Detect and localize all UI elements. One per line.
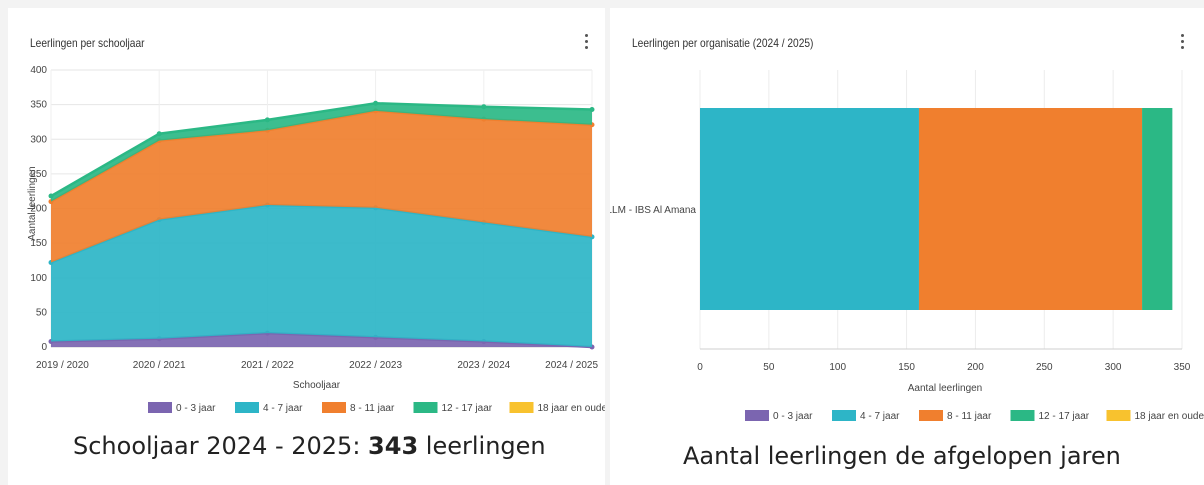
data-point-12-17-jaar — [373, 100, 379, 106]
bar-segment-8-11-jaar — [918, 108, 1143, 310]
legend-item-4-7-jaar[interactable]: 4 - 7 jaar — [235, 402, 303, 414]
x-tick-label: 350 — [1174, 362, 1191, 373]
legend-label: 4 - 7 jaar — [263, 403, 303, 414]
chart-panel-students-per-year: Leerlingen per schooljaar 0 50 100 150 200 25… — [8, 8, 605, 485]
area-12-17-jaar — [51, 103, 592, 202]
area-0-3-jaar — [51, 333, 592, 347]
more-vert-icon[interactable] — [581, 34, 591, 52]
bar-segment-12-17-jaar — [1142, 108, 1173, 310]
data-point-12-17-jaar — [156, 131, 162, 137]
x-tick-label: 50 — [763, 362, 775, 373]
x-tick-label: 200 — [967, 362, 984, 373]
x-tick-label: 2023 / 2024 — [457, 360, 510, 371]
legend-item-12-17-jaar[interactable]: 12 - 17 jaar — [1010, 410, 1090, 422]
x-tick-label: 2019 / 2020 — [36, 360, 89, 371]
data-point-12-17-jaar — [48, 193, 54, 199]
legend-item-4-7-jaar[interactable]: 4 - 7 jaar — [832, 410, 900, 422]
x-axis-title: Schooljaar — [293, 380, 341, 391]
data-point-12-17-jaar — [481, 104, 487, 110]
legend-swatch — [148, 402, 172, 413]
legend-swatch — [235, 402, 259, 413]
legend-swatch — [919, 410, 943, 421]
legend-item-12-17-jaar[interactable]: 12 - 17 jaar — [413, 402, 493, 414]
legend-label: 8 - 11 jaar — [947, 411, 992, 422]
bar-chart: 0 50 100 150 200 250 300 350 31LM - IBS Al Amana… — [610, 70, 1204, 422]
series-line-12-17-jaar — [50, 101, 593, 198]
area-chart: 0 50 100 150 200 250 300 350 400 2019 / 2020 2020 … — [27, 65, 606, 414]
legend-label: 4 - 7 jaar — [860, 411, 900, 422]
x-tick-label: 0 — [697, 362, 703, 373]
legend-item-18-jaar-en-ouder[interactable]: 18 jaar en ouder — [509, 402, 606, 414]
data-point-12-17-jaar — [264, 117, 270, 123]
y-tick-label: 200 — [30, 204, 47, 215]
more-vert-icon[interactable] — [1177, 34, 1187, 52]
legend-label: 12 - 17 jaar — [1039, 411, 1090, 422]
legend-swatch — [832, 410, 856, 421]
panel-title: Leerlingen per schooljaar — [30, 36, 145, 50]
y-category-label: 31LM - IBS Al Amana — [610, 205, 696, 216]
legend-item-8-11-jaar[interactable]: 8 - 11 jaar — [919, 410, 992, 422]
legend-item-0-3-jaar[interactable]: 0 - 3 jaar — [148, 402, 216, 414]
x-axis-title: Aantal leerlingen — [908, 383, 983, 394]
chart-panel-students-per-organisation: Leerlingen per organisatie (2024 / 2025)… — [610, 8, 1204, 485]
legend-swatch — [509, 402, 534, 413]
y-tick-label: 350 — [30, 100, 47, 111]
legend-item-8-11-jaar[interactable]: 8 - 11 jaar — [322, 402, 395, 414]
x-tick-label: 150 — [898, 362, 915, 373]
legend-swatch — [413, 402, 438, 413]
history-caption: Aantal leerlingen de afgelopen jaren — [683, 442, 1121, 470]
x-tick-label: 250 — [1036, 362, 1053, 373]
x-tick-label: 300 — [1105, 362, 1122, 373]
y-tick-label: 50 — [36, 307, 48, 318]
legend-label: 18 jaar en ouder — [1135, 411, 1204, 422]
panel-title: Leerlingen per organisatie (2024 / 2025) — [632, 36, 814, 50]
y-axis-title: Aantal leerlingen — [27, 166, 38, 241]
legend-swatch — [1010, 410, 1035, 421]
y-tick-label: 250 — [30, 169, 47, 180]
area-8-11-jaar — [51, 110, 592, 263]
legend-label: 8 - 11 jaar — [350, 403, 395, 414]
legend-item-0-3-jaar[interactable]: 0 - 3 jaar — [745, 410, 813, 422]
x-tick-label: 100 — [829, 362, 846, 373]
caption-suffix: leerlingen — [418, 432, 546, 460]
data-point-12-17-jaar — [589, 106, 595, 112]
bar-segment-4-7-jaar — [700, 108, 919, 310]
y-tick-label: 150 — [30, 238, 47, 249]
legend-swatch — [1106, 410, 1131, 421]
caption-value: 343 — [368, 432, 419, 460]
area-4-7-jaar — [51, 205, 592, 347]
legend-swatch — [745, 410, 769, 421]
y-tick-label: 100 — [30, 273, 47, 284]
legend-label: 0 - 3 jaar — [773, 411, 813, 422]
x-tick-label: 2022 / 2023 — [349, 360, 402, 371]
caption-prefix: Schooljaar 2024 - 2025: — [73, 432, 369, 460]
x-tick-label: 2024 / 2025 — [545, 360, 598, 371]
y-tick-label: 300 — [30, 134, 47, 145]
legend-item-18-jaar-en-ouder[interactable]: 18 jaar en ouder — [1106, 410, 1204, 422]
legend-label: 12 - 17 jaar — [442, 403, 493, 414]
x-tick-label: 2020 / 2021 — [133, 360, 186, 371]
legend-swatch — [322, 402, 346, 413]
legend-label: 0 - 3 jaar — [176, 403, 216, 414]
total-students-caption: Schooljaar 2024 - 2025: 343 leerlingen — [73, 432, 546, 460]
legend-label: 18 jaar en ouder — [538, 403, 606, 414]
y-tick-label: 0 — [41, 342, 47, 353]
x-tick-label: 2021 / 2022 — [241, 360, 294, 371]
y-tick-label: 400 — [30, 65, 47, 76]
